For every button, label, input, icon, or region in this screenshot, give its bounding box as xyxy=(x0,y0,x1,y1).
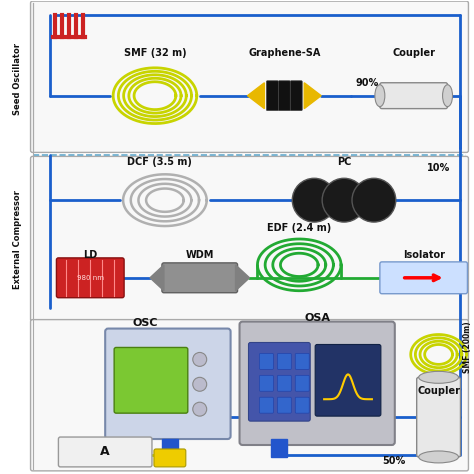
FancyBboxPatch shape xyxy=(56,258,124,298)
Text: Graphene-SA: Graphene-SA xyxy=(248,48,320,58)
Text: 10%: 10% xyxy=(427,164,450,173)
FancyBboxPatch shape xyxy=(295,397,309,413)
FancyBboxPatch shape xyxy=(315,345,381,416)
FancyBboxPatch shape xyxy=(105,328,230,439)
Text: A: A xyxy=(100,446,110,458)
Polygon shape xyxy=(272,439,287,457)
Text: Seed Oscillator: Seed Oscillator xyxy=(13,43,22,115)
FancyBboxPatch shape xyxy=(277,397,292,413)
Circle shape xyxy=(193,353,207,366)
Text: SMF (200m): SMF (200m) xyxy=(464,322,473,374)
Text: External Compressor: External Compressor xyxy=(13,191,22,290)
FancyBboxPatch shape xyxy=(58,437,152,467)
FancyBboxPatch shape xyxy=(114,347,188,413)
FancyBboxPatch shape xyxy=(278,81,290,110)
Text: 90%: 90% xyxy=(356,78,379,88)
FancyBboxPatch shape xyxy=(248,343,310,421)
FancyBboxPatch shape xyxy=(239,321,395,445)
FancyBboxPatch shape xyxy=(30,156,468,321)
FancyBboxPatch shape xyxy=(30,1,468,153)
FancyBboxPatch shape xyxy=(259,354,273,369)
Polygon shape xyxy=(304,83,321,109)
FancyBboxPatch shape xyxy=(380,83,447,109)
Circle shape xyxy=(193,377,207,391)
Text: Coupler: Coupler xyxy=(392,48,435,58)
Text: SMF (32 m): SMF (32 m) xyxy=(124,48,186,58)
FancyBboxPatch shape xyxy=(162,263,237,293)
Text: EDF (2.4 m): EDF (2.4 m) xyxy=(267,223,331,233)
FancyBboxPatch shape xyxy=(266,81,278,110)
Text: OSA: OSA xyxy=(304,313,330,323)
FancyBboxPatch shape xyxy=(290,81,302,110)
FancyBboxPatch shape xyxy=(417,377,460,457)
Polygon shape xyxy=(247,83,264,109)
Text: LD: LD xyxy=(83,250,97,260)
Text: 50%: 50% xyxy=(382,456,405,466)
Polygon shape xyxy=(236,265,249,291)
Ellipse shape xyxy=(419,451,458,463)
Circle shape xyxy=(352,178,396,222)
Text: DCF (3.5 m): DCF (3.5 m) xyxy=(128,157,192,167)
FancyBboxPatch shape xyxy=(259,397,273,413)
Circle shape xyxy=(193,402,207,416)
Text: Isolator: Isolator xyxy=(402,250,445,260)
FancyBboxPatch shape xyxy=(295,375,309,391)
FancyBboxPatch shape xyxy=(259,375,273,391)
FancyBboxPatch shape xyxy=(277,375,292,391)
Circle shape xyxy=(322,178,366,222)
FancyBboxPatch shape xyxy=(154,449,186,467)
Text: PC: PC xyxy=(337,157,351,167)
Text: WDM: WDM xyxy=(185,250,214,260)
FancyBboxPatch shape xyxy=(380,262,467,294)
Text: OSC: OSC xyxy=(132,318,158,328)
Ellipse shape xyxy=(443,85,453,107)
Polygon shape xyxy=(162,439,178,457)
Polygon shape xyxy=(150,265,164,291)
Circle shape xyxy=(292,178,336,222)
Ellipse shape xyxy=(419,371,458,383)
FancyBboxPatch shape xyxy=(277,354,292,369)
FancyBboxPatch shape xyxy=(295,354,309,369)
FancyBboxPatch shape xyxy=(30,319,468,471)
Ellipse shape xyxy=(375,85,385,107)
Text: Coupler: Coupler xyxy=(417,386,460,396)
Text: 980 nm: 980 nm xyxy=(77,275,104,281)
